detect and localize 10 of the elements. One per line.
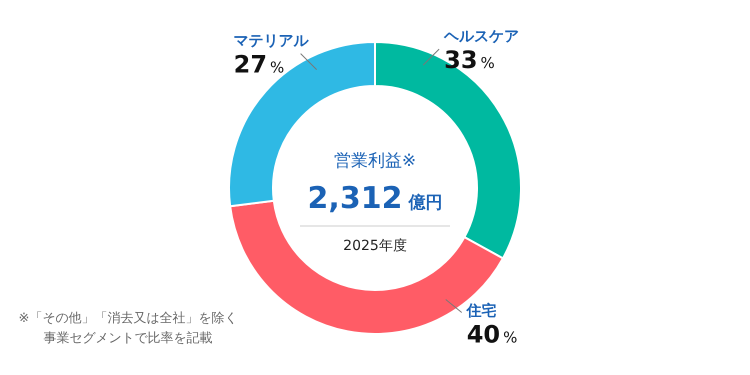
text: 2,312 億円 — [308, 181, 442, 216]
data-label: 27% — [234, 50, 284, 79]
slice-label: 住宅 — [466, 301, 497, 320]
data-label: 40% — [466, 320, 518, 348]
slice-label: マテリアル — [234, 32, 310, 50]
text: 2025年度 — [343, 238, 407, 254]
text: ※「その他」「消去又は全社」を除く事業セグメントで比率を記載 — [18, 311, 238, 346]
slice-label: ヘルスケア — [443, 27, 520, 46]
data-label: 33% — [444, 46, 495, 74]
text: 営業利益※ — [334, 151, 416, 171]
